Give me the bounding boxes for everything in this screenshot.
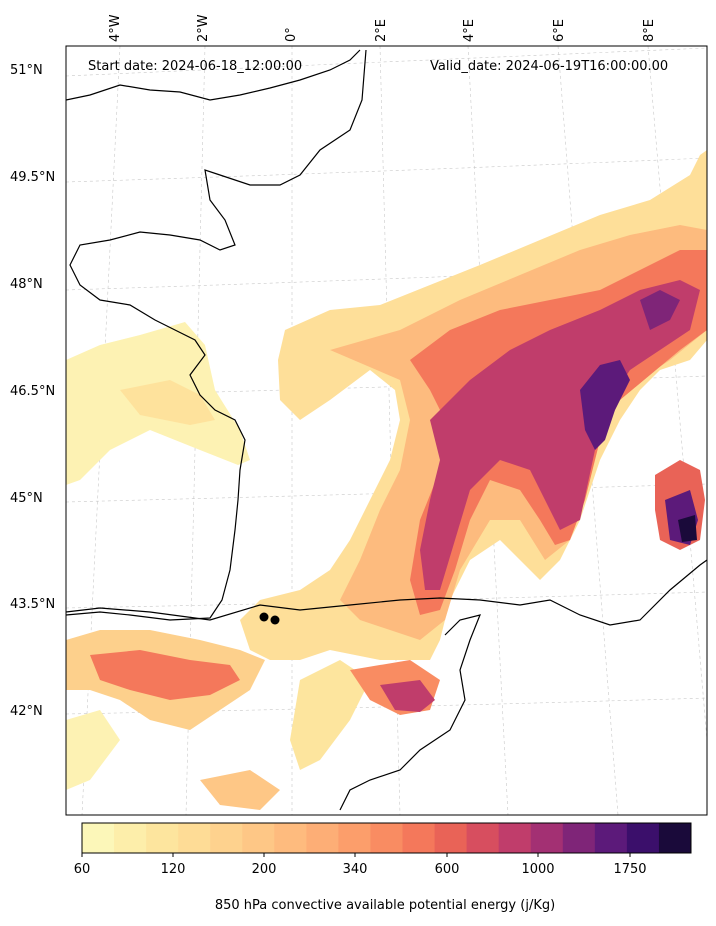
- lon-label: 8°E: [642, 19, 657, 42]
- colorbar-swatch: [530, 823, 564, 853]
- colorbar-swatch: [466, 823, 500, 853]
- colorbar-swatch: [146, 823, 179, 853]
- colorbar-frame: [81, 822, 692, 854]
- lon-label: 2°E: [374, 19, 389, 42]
- colorbar-swatch: [370, 823, 404, 853]
- colorbar-swatch: [434, 823, 468, 853]
- valid-date-label: Valid_date: 2024-06-19T16:00:00.00: [430, 59, 669, 74]
- colorbar-tick-label: 200: [251, 862, 277, 877]
- lat-label: 51°N: [10, 63, 43, 78]
- colorbar-swatch: [274, 823, 307, 853]
- colorbar-swatch: [114, 823, 147, 853]
- lat-label: 46.5°N: [10, 384, 56, 399]
- colorbar-tick-label: 600: [434, 862, 460, 877]
- colorbar-swatch: [338, 823, 371, 853]
- marker-point: [259, 612, 269, 622]
- colorbar-swatch: [562, 823, 596, 853]
- map-frame: [65, 45, 708, 816]
- lat-label: 49.5°N: [10, 170, 56, 185]
- lat-label: 42°N: [10, 704, 43, 719]
- lon-label: 6°E: [552, 19, 567, 42]
- colorbar-tick-label: 1750: [613, 862, 647, 877]
- colorbar-tick-label: 340: [342, 862, 368, 877]
- colorbar-swatch: [594, 823, 628, 853]
- colorbar-swatch: [626, 823, 660, 853]
- colorbar: [81, 822, 692, 857]
- colorbar-swatch: [498, 823, 532, 853]
- lat-label: 45°N: [10, 491, 43, 506]
- colorbar-swatch: [82, 823, 115, 853]
- location-markers: [259, 612, 280, 625]
- colorbar-tick-label: 1000: [521, 862, 555, 877]
- cape-field: [66, 150, 707, 810]
- start-date-label: Start date: 2024-06-18_12:00:00: [88, 59, 303, 74]
- colorbar-swatch: [210, 823, 243, 853]
- colorbar-swatch: [658, 823, 692, 853]
- lat-label: 48°N: [10, 277, 43, 292]
- marker-point: [270, 615, 280, 625]
- colorbar-tick-label: 120: [160, 862, 186, 877]
- colorbar-swatch: [242, 823, 275, 853]
- coastlines: [66, 49, 707, 811]
- lon-label: 2°W: [196, 14, 211, 42]
- lon-label: 0°: [284, 27, 299, 42]
- colorbar-tick-label: 60: [73, 862, 91, 877]
- colorbar-label: 850 hPa convective available potential e…: [214, 898, 556, 913]
- colorbar-swatch: [178, 823, 211, 853]
- lat-label: 43.5°N: [10, 597, 56, 612]
- lon-label: 4°E: [462, 19, 477, 42]
- colorbar-swatch: [306, 823, 339, 853]
- lon-label: 4°W: [108, 14, 123, 42]
- colorbar-swatch: [402, 823, 436, 853]
